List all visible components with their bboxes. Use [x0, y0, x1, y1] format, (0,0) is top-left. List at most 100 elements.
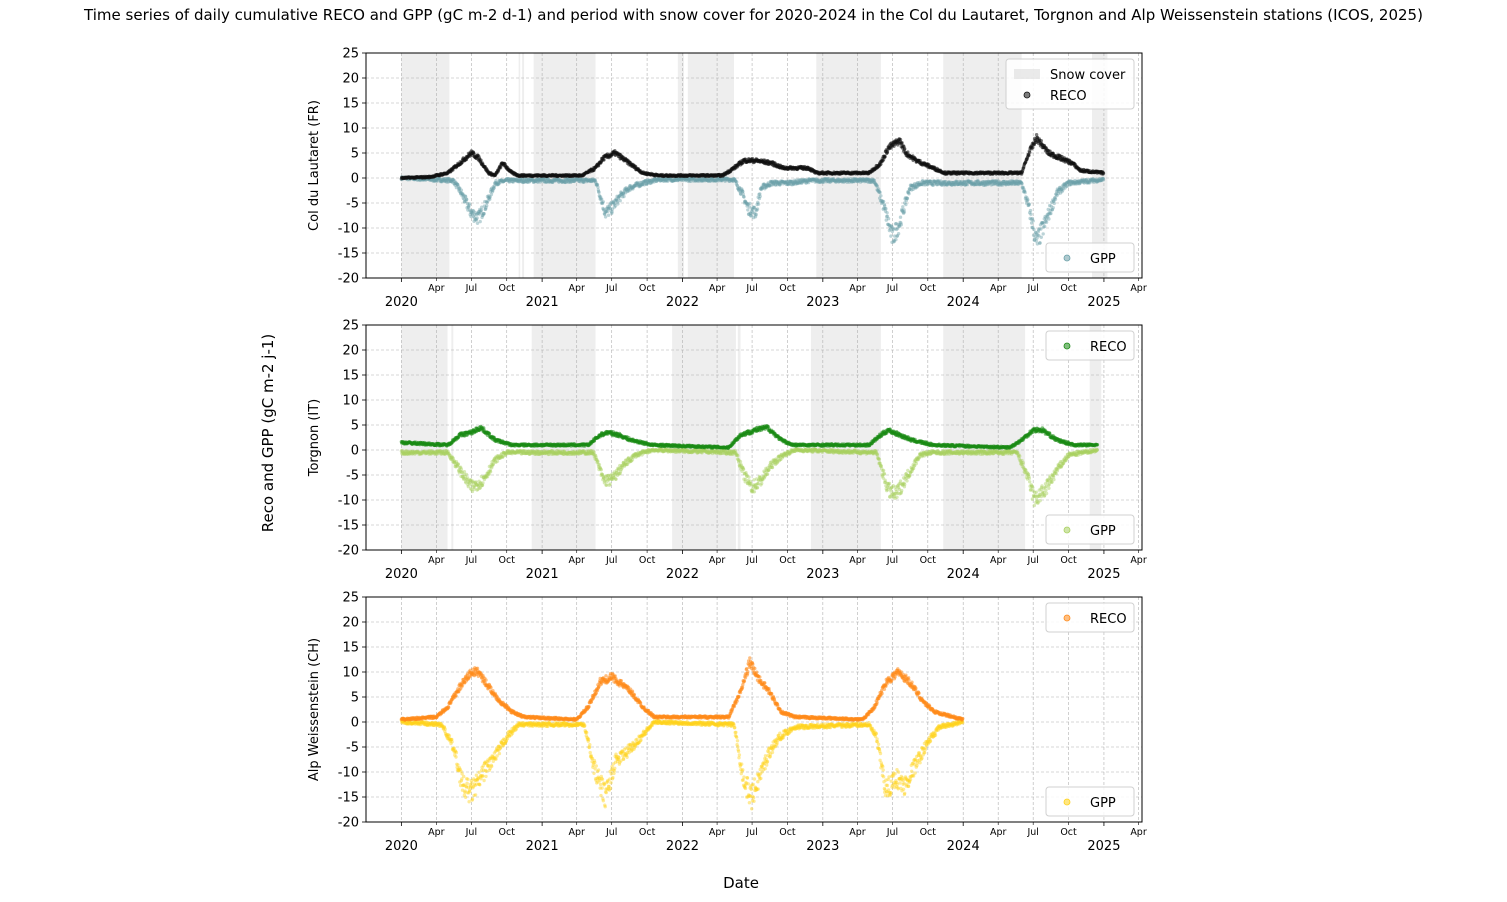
gpp-point — [447, 176, 452, 181]
gpp-point — [1031, 219, 1035, 223]
gpp-point — [456, 185, 460, 189]
y-tick-label: 0 — [351, 444, 359, 459]
x-year-label: 2021 — [526, 295, 559, 310]
snow-cover-band — [687, 53, 735, 278]
gpp-point — [561, 179, 565, 183]
gpp-point — [735, 180, 739, 184]
gpp-point — [465, 202, 470, 206]
y-tick-label: 10 — [342, 122, 359, 137]
x-month-label: Apr — [428, 283, 445, 294]
gpp-point — [605, 209, 610, 214]
gpp-point — [620, 192, 624, 197]
gpp-point — [1020, 181, 1024, 186]
gpp-point — [600, 201, 604, 205]
snow-cover-band — [522, 53, 525, 278]
gpp-point — [904, 202, 908, 207]
gpp-point — [618, 199, 622, 203]
x-month-label: Oct — [779, 283, 796, 294]
gpp-point — [522, 179, 526, 183]
gpp-point — [577, 179, 581, 183]
gpp-point — [606, 204, 610, 209]
gpp-point — [612, 205, 617, 209]
y-tick-label: -10 — [338, 494, 359, 509]
gpp-point — [486, 199, 490, 203]
gpp-point — [472, 209, 476, 213]
gpp-point — [598, 197, 602, 201]
gpp-point — [472, 219, 476, 223]
gpp-point — [462, 200, 467, 204]
gpp-point — [1026, 198, 1030, 202]
gpp-point — [542, 178, 547, 182]
gpp-point — [469, 209, 474, 213]
gpp-point — [549, 179, 553, 183]
gpp-point — [458, 186, 462, 190]
gpp-point — [566, 177, 570, 181]
gpp-point — [489, 187, 493, 192]
gpp-point — [630, 186, 635, 190]
gpp-point — [507, 177, 511, 181]
gpp-point — [1041, 232, 1045, 236]
gpp-point — [542, 177, 546, 181]
gpp-point — [1049, 211, 1053, 216]
gpp-point — [575, 177, 579, 181]
gpp-point — [596, 460, 600, 464]
gpp-point — [563, 180, 567, 185]
gpp-point — [526, 180, 530, 184]
x-year-label: 2023 — [806, 295, 839, 310]
gpp-point — [1023, 190, 1027, 195]
gpp-point — [1029, 212, 1033, 216]
gpp-point — [610, 210, 614, 214]
gpp-point — [433, 178, 438, 183]
gpp-point — [534, 178, 539, 182]
gpp-point — [495, 181, 499, 186]
gpp-point — [490, 190, 495, 194]
gpp-point — [515, 178, 520, 182]
gpp-point — [554, 178, 558, 182]
gpp-point — [437, 176, 441, 181]
gpp-point — [457, 186, 462, 191]
gpp-point — [475, 221, 480, 225]
gpp-point — [572, 179, 576, 183]
gpp-point — [596, 188, 600, 192]
gpp-point — [602, 208, 606, 212]
gpp-point — [568, 180, 573, 184]
gpp-point — [510, 177, 514, 182]
gpp-point — [443, 178, 447, 183]
gpp-point — [593, 178, 597, 182]
gpp-point — [748, 201, 752, 206]
gpp-point — [630, 186, 634, 190]
gpp-point — [530, 177, 535, 182]
gpp-point — [487, 196, 491, 201]
gpp-point — [441, 177, 445, 181]
gpp-point — [755, 486, 760, 490]
gpp-point — [606, 206, 610, 211]
gpp-point — [493, 181, 498, 185]
gpp-point — [458, 192, 463, 196]
gpp-point — [473, 218, 477, 222]
gpp-point — [504, 178, 508, 182]
gpp-point — [592, 178, 597, 182]
gpp-point — [590, 178, 594, 182]
gpp-point — [482, 212, 486, 216]
gpp-point — [452, 181, 456, 186]
gpp-point — [579, 177, 583, 181]
gpp-point — [557, 180, 561, 184]
gpp-point — [551, 180, 555, 184]
gpp-point — [569, 180, 573, 184]
x-year-label: 2023 — [806, 567, 839, 582]
gpp-point — [484, 200, 489, 204]
gpp-point — [563, 177, 568, 181]
gpp-point — [571, 177, 575, 181]
gpp-point — [886, 217, 891, 221]
gpp-point — [452, 179, 456, 183]
gpp-point — [551, 178, 555, 182]
gpp-point — [450, 180, 454, 184]
snow-cover-band — [943, 325, 1026, 550]
gpp-point — [483, 199, 487, 204]
gpp-point — [585, 178, 589, 182]
gpp-point — [622, 194, 626, 199]
gpp-point — [611, 201, 616, 205]
gpp-point — [437, 176, 442, 181]
gpp-point — [566, 177, 570, 182]
gpp-point — [439, 179, 444, 184]
